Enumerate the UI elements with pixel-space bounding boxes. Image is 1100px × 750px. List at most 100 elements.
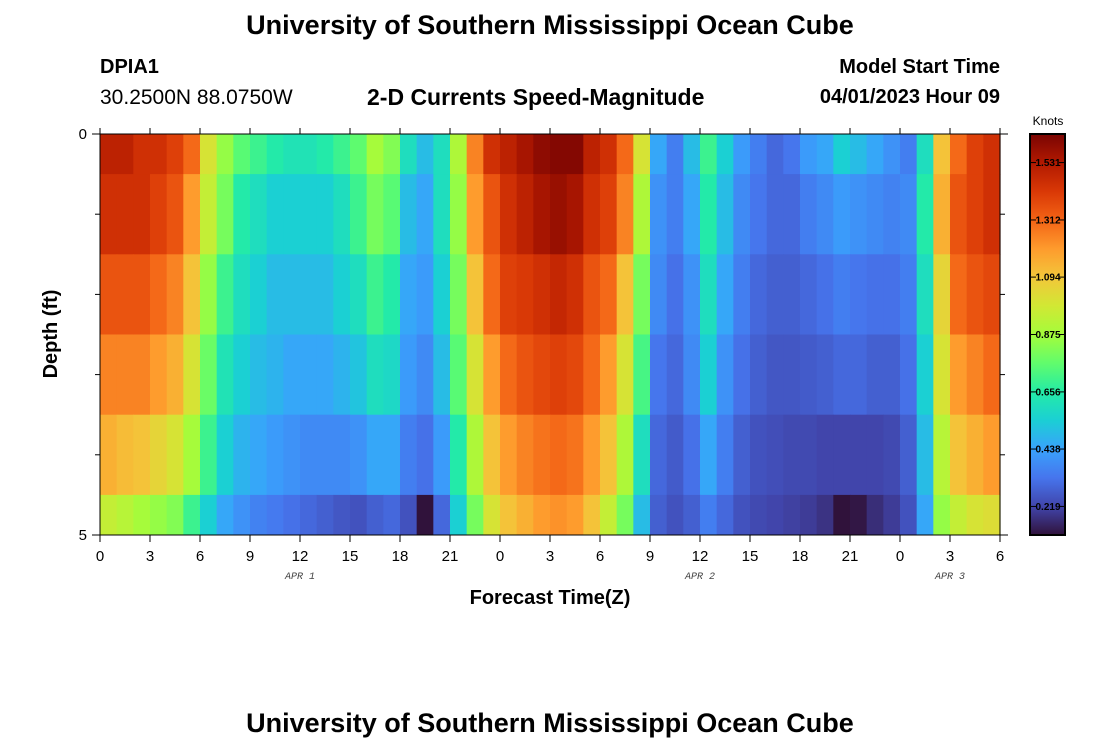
heatmap-cell	[650, 414, 668, 496]
heatmap-cell	[100, 494, 118, 536]
heatmap-cell	[416, 174, 434, 255]
heatmap-cell	[166, 334, 184, 416]
heatmap-cell	[133, 174, 151, 255]
heatmap-cell	[233, 414, 251, 496]
heatmap-cell	[483, 134, 501, 175]
heatmap-cell	[800, 494, 818, 536]
heatmap-cell	[150, 254, 168, 335]
heatmap-cell	[100, 174, 118, 255]
heatmap-cell	[516, 494, 534, 536]
heatmap-cell	[266, 494, 284, 536]
heatmap-cell	[933, 334, 951, 416]
heatmap-cell	[933, 494, 951, 536]
heatmap-cell	[500, 494, 518, 536]
heatmap-cell	[733, 414, 751, 496]
heatmap-cell	[900, 174, 918, 255]
heatmap-cell	[633, 494, 651, 536]
station-coordinates: 30.2500N 88.0750W	[100, 86, 293, 109]
heatmap-cell	[133, 254, 151, 335]
heatmap-cell	[866, 494, 884, 536]
heatmap-cell	[450, 174, 468, 255]
heatmap-cell	[866, 334, 884, 416]
heatmap-cell	[216, 414, 234, 496]
heatmap-cell	[466, 334, 484, 416]
heatmap-cell	[233, 134, 251, 175]
heatmap-cell	[850, 134, 868, 175]
x-tick-label: 9	[646, 548, 654, 565]
heatmap-cell	[250, 414, 268, 496]
heatmap-cell	[250, 494, 268, 536]
heatmap-cell	[200, 414, 218, 496]
heatmap-cell	[983, 134, 1001, 175]
chart-subtitle: 2-D Currents Speed-Magnitude	[367, 84, 705, 110]
heatmap-cell	[450, 334, 468, 416]
heatmap-cell	[433, 334, 451, 416]
heatmap-cell	[916, 134, 934, 175]
heatmap-cell	[666, 254, 684, 335]
heatmap-cell	[466, 254, 484, 335]
heatmap-cell	[683, 334, 701, 416]
heatmap-cell	[883, 134, 901, 175]
heatmap-cell	[450, 494, 468, 536]
heatmap-cell	[183, 494, 201, 536]
heatmap-cell	[433, 414, 451, 496]
heatmap-cell	[216, 334, 234, 416]
heatmap-cell	[416, 494, 434, 536]
heatmap-cell	[450, 254, 468, 335]
heatmap-cell	[566, 134, 584, 175]
heatmap-cell	[666, 494, 684, 536]
heatmap-cell	[650, 334, 668, 416]
heatmap-cell	[933, 174, 951, 255]
heatmap-cell	[466, 134, 484, 175]
model-start-value: 04/01/2023 Hour 09	[819, 86, 1000, 108]
heatmap-cells	[100, 134, 1001, 536]
heatmap-cell	[783, 254, 801, 335]
heatmap-cell	[366, 494, 384, 536]
heatmap-cell	[300, 174, 318, 255]
heatmap-cell	[466, 494, 484, 536]
heatmap-cell	[483, 414, 501, 496]
colorbar-tick-label: 1.094	[1035, 273, 1060, 284]
heatmap-cell	[616, 414, 634, 496]
heatmap-cell	[366, 174, 384, 255]
heatmap-cell	[400, 254, 418, 335]
heatmap-cell	[666, 414, 684, 496]
heatmap-cell	[333, 334, 351, 416]
heatmap-cell	[750, 254, 768, 335]
station-id: DPIA1	[100, 56, 159, 78]
heatmap-cell	[750, 494, 768, 536]
heatmap-cell	[150, 414, 168, 496]
heatmap-cell	[800, 174, 818, 255]
heatmap-cell	[100, 254, 118, 335]
heatmap-cell	[966, 254, 984, 335]
heatmap-cell	[183, 174, 201, 255]
heatmap-cell	[850, 494, 868, 536]
heatmap-cell	[816, 414, 834, 496]
heatmap-cell	[300, 414, 318, 496]
heatmap-cell	[100, 414, 118, 496]
heatmap-cell	[683, 254, 701, 335]
heatmap-cell	[700, 414, 718, 496]
heatmap-cell	[200, 134, 218, 175]
heatmap-cell	[933, 414, 951, 496]
heatmap-cell	[516, 134, 534, 175]
heatmap-cell	[550, 174, 568, 255]
heatmap-cell	[616, 254, 634, 335]
heatmap-cell	[666, 174, 684, 255]
heatmap-cell	[516, 174, 534, 255]
heatmap-cell	[866, 174, 884, 255]
heatmap-cell	[600, 254, 618, 335]
heatmap-cell	[983, 414, 1001, 496]
heatmap-cell	[366, 254, 384, 335]
colorbar-tick-label: 1.312	[1035, 215, 1060, 226]
heatmap-cell	[466, 174, 484, 255]
heatmap-cell	[966, 494, 984, 536]
colorbar-tick-label: 1.531	[1035, 158, 1060, 169]
heatmap-cell	[833, 174, 851, 255]
heatmap-cell	[250, 334, 268, 416]
heatmap-cell	[950, 134, 968, 175]
heatmap-cell	[716, 334, 734, 416]
heatmap-cell	[916, 254, 934, 335]
heatmap-cell	[866, 134, 884, 175]
heatmap-cell	[833, 254, 851, 335]
